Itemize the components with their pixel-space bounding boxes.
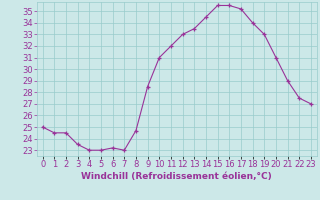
X-axis label: Windchill (Refroidissement éolien,°C): Windchill (Refroidissement éolien,°C) bbox=[81, 172, 272, 181]
